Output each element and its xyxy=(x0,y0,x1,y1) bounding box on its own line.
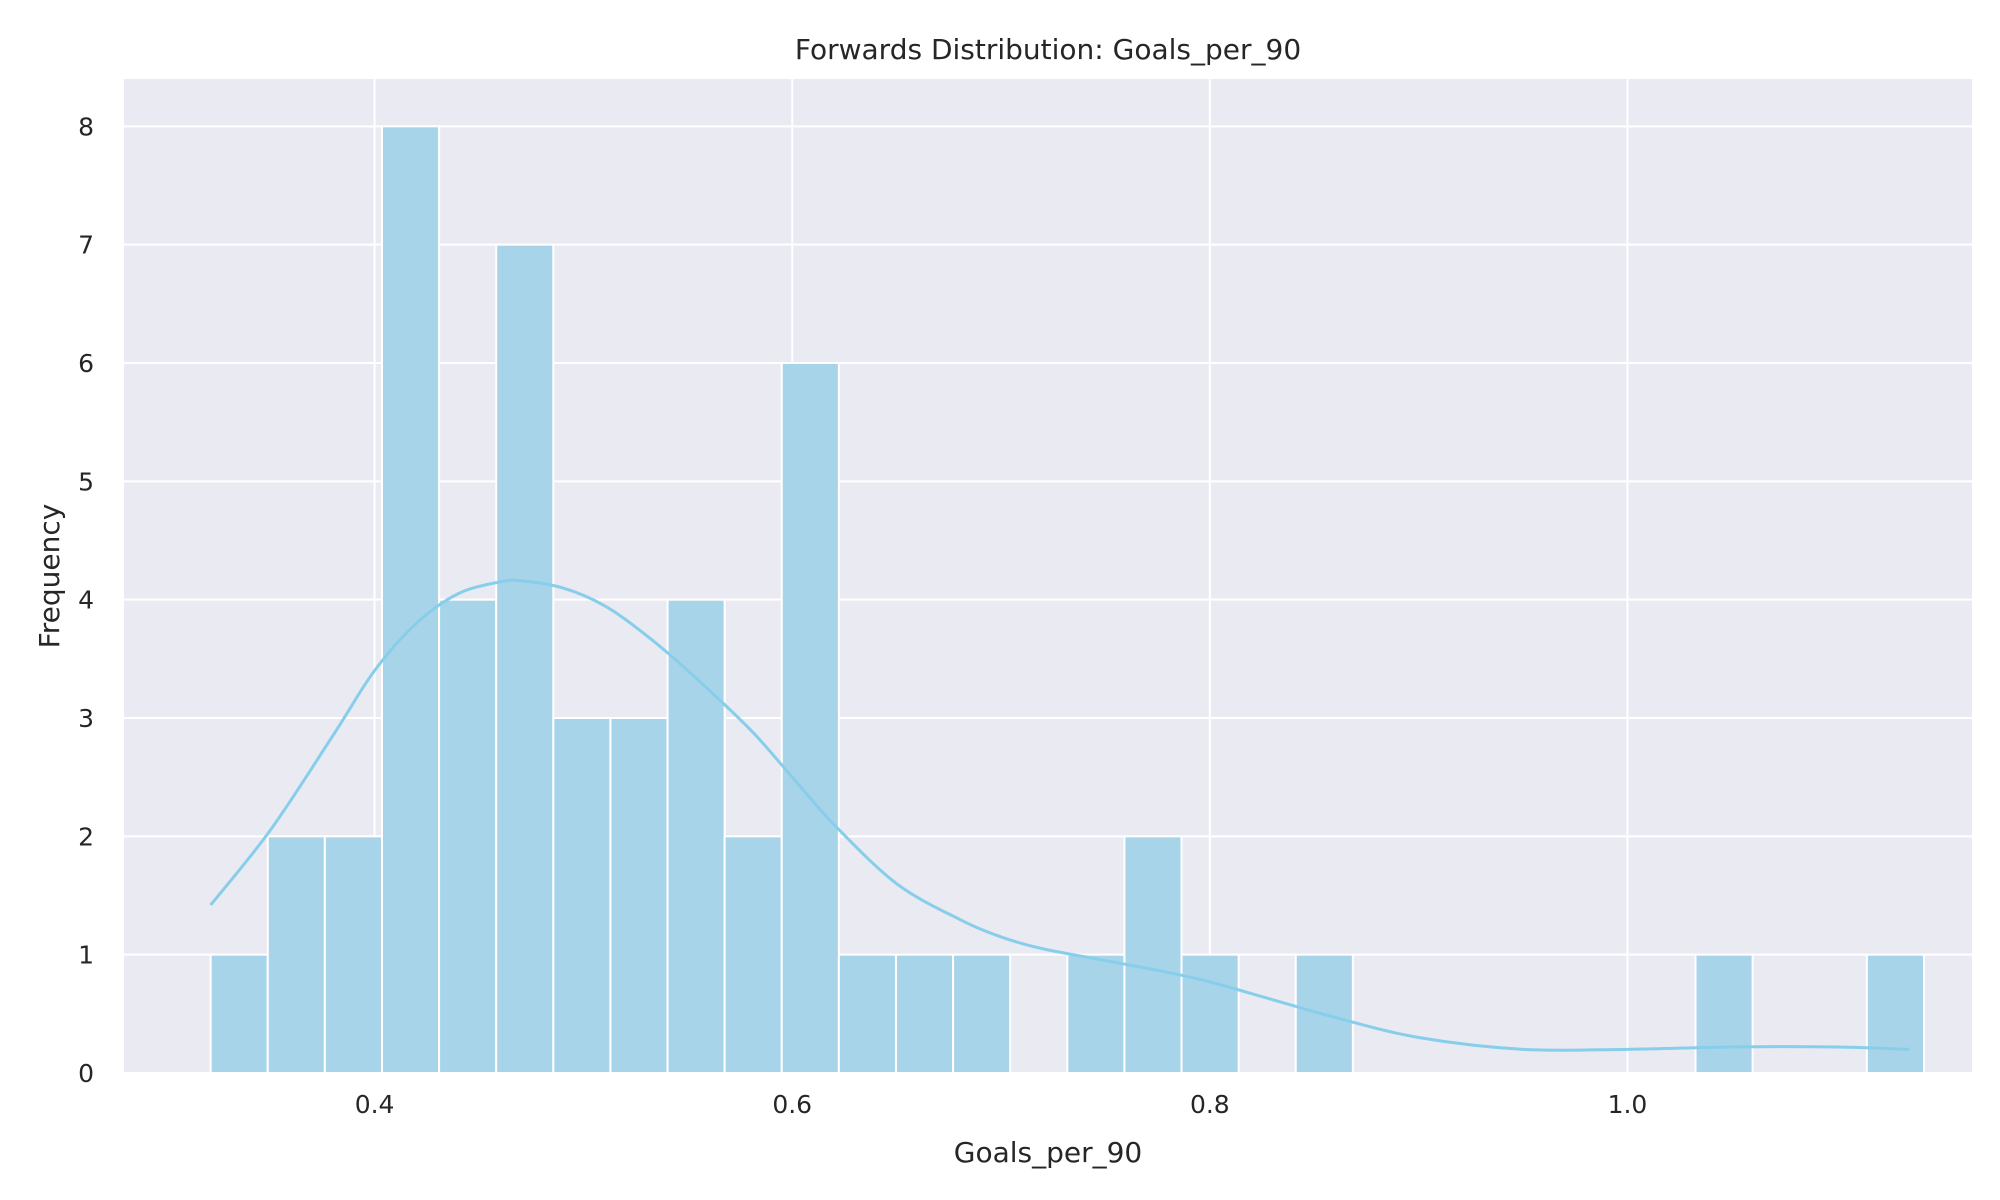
histogram-bar xyxy=(1865,953,1925,1075)
histogram-bar xyxy=(438,598,498,1075)
histogram-bar xyxy=(837,953,897,1075)
y-tick-label: 0 xyxy=(78,1059,94,1088)
y-tick-label: 6 xyxy=(78,349,94,378)
x-tick-label: 0.6 xyxy=(772,1090,812,1119)
y-tick-label: 7 xyxy=(78,231,94,260)
histogram-bar xyxy=(894,953,955,1075)
y-tick-label: 5 xyxy=(78,467,94,496)
histogram-bar xyxy=(1123,835,1183,1074)
histogram-bar xyxy=(495,243,555,1074)
chart-title: Forwards Distribution: Goals_per_90 xyxy=(795,33,1301,66)
histogram-bar xyxy=(952,953,1012,1075)
kde-curve xyxy=(209,578,1910,1052)
x-axis-ticks: 0.4 0.6 0.8 1.0 xyxy=(355,1090,1648,1119)
y-tick-label: 3 xyxy=(78,704,94,733)
histogram-bar xyxy=(1694,953,1754,1075)
histogram-bars xyxy=(209,125,1925,1075)
histogram-bar xyxy=(666,598,726,1075)
x-axis-label: Goals_per_90 xyxy=(954,1136,1143,1169)
y-tick-label: 1 xyxy=(78,941,94,970)
x-tick-label: 0.4 xyxy=(355,1090,395,1119)
histogram-bar xyxy=(1066,953,1126,1075)
x-tick-label: 1.0 xyxy=(1608,1090,1648,1119)
histogram-bar xyxy=(1180,953,1240,1075)
histogram-bar xyxy=(380,125,441,1075)
y-tick-label: 4 xyxy=(78,586,94,615)
histogram-bar xyxy=(609,717,669,1074)
x-tick-label: 0.8 xyxy=(1190,1090,1230,1119)
histogram-bar xyxy=(266,835,326,1074)
y-tick-label: 2 xyxy=(78,822,94,851)
histogram-bar xyxy=(552,717,612,1074)
histogram-bar xyxy=(780,362,840,1074)
y-tick-label: 8 xyxy=(78,112,94,141)
y-axis-ticks: 0 1 2 3 4 5 6 7 8 xyxy=(78,112,94,1088)
histogram-bar xyxy=(323,835,383,1074)
y-axis-label: Frequency xyxy=(33,504,66,649)
histogram-bar xyxy=(723,835,783,1074)
histogram-bar xyxy=(209,953,269,1075)
